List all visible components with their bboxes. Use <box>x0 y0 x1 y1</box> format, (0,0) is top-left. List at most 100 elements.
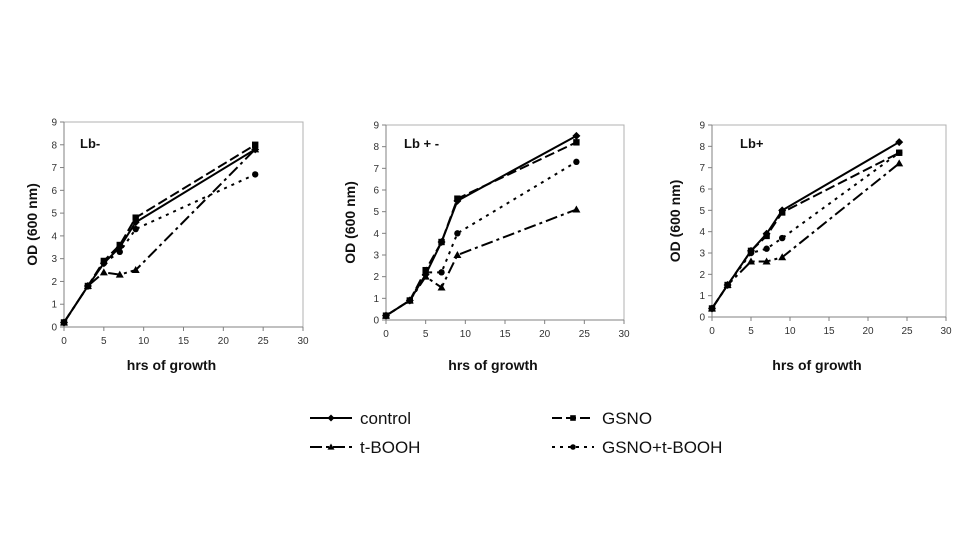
series-line <box>63 143 256 323</box>
legend-entry-control: control <box>310 409 411 428</box>
legend-label: GSNO+t-BOOH <box>602 438 722 457</box>
series-line <box>385 141 577 317</box>
data-point <box>100 260 108 267</box>
y-tick-label: 8 <box>51 140 57 151</box>
series-line <box>63 148 256 323</box>
x-tick-label: 30 <box>297 336 309 347</box>
series-control <box>708 138 904 313</box>
series-gsno <box>708 149 903 312</box>
series-line <box>711 151 900 310</box>
y-tick-label: 7 <box>699 163 705 174</box>
x-tick-label: 10 <box>460 329 472 340</box>
y-tick-label: 7 <box>373 164 379 175</box>
panel-title: Lb- <box>80 136 100 151</box>
x-tick-label: 0 <box>61 336 67 347</box>
series-line <box>63 173 256 323</box>
y-tick-label: 9 <box>51 118 57 129</box>
legend-label: t-BOOH <box>360 438 420 457</box>
data-point <box>763 232 770 240</box>
series-line <box>711 162 900 310</box>
data-point <box>895 138 904 147</box>
data-point <box>572 131 581 140</box>
legend-entry-gsno: GSNO <box>552 409 652 428</box>
y-axis-title: OD (600 nm) <box>667 180 683 262</box>
y-tick-label: 7 <box>51 163 57 174</box>
data-point <box>762 257 771 265</box>
y-tick-label: 1 <box>373 294 379 305</box>
x-tick-label: 5 <box>423 329 429 340</box>
series-control <box>60 145 260 327</box>
data-point <box>116 241 123 249</box>
data-point <box>573 158 580 166</box>
plot-area <box>63 121 304 328</box>
series-t-booh <box>60 145 260 326</box>
data-point <box>421 272 430 280</box>
legend-entry-t-booh: t-BOOH <box>310 438 420 457</box>
y-tick-label: 9 <box>699 121 705 132</box>
data-point <box>131 266 140 274</box>
y-tick-label: 2 <box>51 277 57 288</box>
legend-marker <box>570 444 576 450</box>
y-tick-label: 8 <box>373 142 379 153</box>
data-point <box>132 214 139 221</box>
y-tick-label: 4 <box>373 229 379 240</box>
y-tick-label: 9 <box>373 121 379 132</box>
y-tick-label: 6 <box>51 186 57 197</box>
data-point <box>422 269 429 276</box>
data-point <box>763 245 770 252</box>
legend-label: GSNO <box>602 409 652 428</box>
x-tick-label: 0 <box>383 329 389 340</box>
series-gsno-t-booh <box>382 158 580 319</box>
legend-marker <box>327 443 335 450</box>
y-tick-label: 0 <box>699 313 705 324</box>
data-point <box>573 139 580 146</box>
data-point <box>724 281 731 289</box>
x-tick-label: 25 <box>258 336 270 347</box>
data-point <box>778 253 787 261</box>
data-point <box>438 269 445 276</box>
series-control <box>382 131 581 320</box>
plot-area <box>385 124 625 321</box>
series-gsno-t-booh <box>60 171 259 326</box>
x-tick-label: 20 <box>218 336 230 347</box>
y-tick-label: 1 <box>51 300 57 311</box>
data-point <box>454 195 461 202</box>
x-tick-label: 0 <box>709 326 715 337</box>
y-tick-label: 2 <box>373 272 379 283</box>
data-point <box>747 257 755 265</box>
y-axis-title: OD (600 nm) <box>24 183 40 265</box>
legend-label: control <box>360 409 411 428</box>
y-tick-label: 4 <box>51 231 57 242</box>
data-point <box>252 141 259 148</box>
data-point <box>115 270 124 278</box>
y-tick-label: 3 <box>699 249 705 260</box>
series-gsno <box>382 139 580 319</box>
data-point <box>437 283 446 291</box>
x-tick-label: 15 <box>499 329 511 340</box>
legend-entry-gsno-t-booh: GSNO+t-BOOH <box>552 438 722 457</box>
y-tick-label: 0 <box>51 323 57 334</box>
y-tick-label: 3 <box>373 251 379 262</box>
chart-panel-1: 0 1 2 3 4 5 6 7 8 9 0 5 10 15 20 25 30 hrs of growth OD (6… <box>24 118 309 374</box>
series-line <box>63 148 256 323</box>
data-point <box>708 305 716 312</box>
chart-panel-3: 0 1 2 3 4 5 6 7 8 9 0 5 10 15 20 25 30 hrs of growth OD (6… <box>667 121 952 374</box>
x-tick-label: 30 <box>940 326 952 337</box>
data-point <box>453 251 462 258</box>
series-line <box>385 208 577 317</box>
y-tick-label: 5 <box>51 209 57 220</box>
panel-title: Lb + - <box>404 136 439 151</box>
data-point <box>438 238 445 246</box>
data-point <box>116 248 123 256</box>
series-gsno <box>60 141 259 326</box>
panel-title: Lb+ <box>740 136 764 151</box>
y-tick-label: 1 <box>699 291 705 302</box>
y-tick-label: 3 <box>51 254 57 265</box>
series-t-booh <box>708 159 904 312</box>
data-point <box>251 145 260 153</box>
y-tick-label: 6 <box>699 185 705 196</box>
data-point <box>60 319 68 326</box>
y-tick-label: 5 <box>699 206 705 217</box>
x-tick-label: 20 <box>539 329 551 340</box>
data-point <box>382 312 390 319</box>
